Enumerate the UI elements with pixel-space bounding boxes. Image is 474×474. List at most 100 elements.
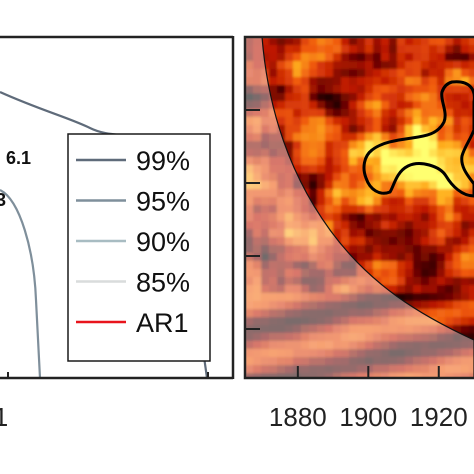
heatmap-cell [341, 77, 350, 86]
heatmap-cell [293, 357, 302, 366]
heatmap-cell [325, 61, 334, 70]
heatmap-cell [365, 309, 374, 318]
heatmap-cell [301, 181, 310, 190]
heatmap-cell [357, 229, 366, 238]
heatmap-cell [349, 365, 358, 374]
heatmap-cell [357, 301, 366, 310]
heatmap-cell [365, 101, 374, 110]
heatmap-cell [357, 285, 366, 294]
heatmap-cell [285, 229, 294, 238]
heatmap-cell [365, 221, 374, 230]
heatmap-cell [405, 213, 414, 222]
heatmap-cell [261, 317, 270, 326]
heatmap-cell [285, 277, 294, 286]
heatmap-cell [413, 245, 422, 254]
heatmap-cell [293, 125, 302, 134]
heatmap-cell [317, 221, 326, 230]
heatmap-cell [405, 173, 414, 182]
heatmap-cell [445, 133, 454, 142]
right-xtick-label: 1880 [269, 402, 327, 432]
heatmap-cell [325, 277, 334, 286]
heatmap-cell [269, 213, 278, 222]
heatmap-cell [341, 53, 350, 62]
heatmap-cell [453, 357, 462, 366]
heatmap-cell [389, 77, 398, 86]
heatmap-cell [405, 341, 414, 350]
heatmap-cell [245, 221, 254, 230]
heatmap-cell [309, 245, 318, 254]
heatmap-cell [341, 157, 350, 166]
heatmap-cell [373, 37, 382, 46]
heatmap-cell [293, 61, 302, 70]
heatmap-cell [253, 165, 262, 174]
heatmap-cell [381, 157, 390, 166]
heatmap-cell [285, 101, 294, 110]
heatmap-cell [285, 93, 294, 102]
heatmap-cell [333, 277, 342, 286]
heatmap-cell [437, 117, 446, 126]
heatmap-cell [461, 365, 470, 374]
heatmap-cell [445, 381, 454, 390]
heatmap-cell [445, 205, 454, 214]
heatmap-cell [333, 221, 342, 230]
cone-of-influence [245, 37, 474, 378]
heatmap-cell [317, 77, 326, 86]
heatmap-cell [333, 61, 342, 70]
heatmap-cell [341, 205, 350, 214]
heatmap-cell [397, 189, 406, 198]
heatmap-cell [301, 141, 310, 150]
heatmap-cell [437, 125, 446, 134]
heatmap-cell [373, 213, 382, 222]
heatmap-cell [317, 173, 326, 182]
heatmap-cell [333, 381, 342, 390]
heatmap-cell [397, 253, 406, 262]
heatmap-cell [333, 293, 342, 302]
heatmap-cell [365, 205, 374, 214]
heatmap-cell [293, 37, 302, 46]
heatmap-cell [437, 349, 446, 358]
heatmap-cell [357, 221, 366, 230]
heatmap-cell [301, 61, 310, 70]
heatmap-cell [469, 269, 474, 278]
heatmap-cell [445, 221, 454, 230]
heatmap-cell [325, 77, 334, 86]
heatmap-cell [333, 189, 342, 198]
heatmap-cell [245, 365, 254, 374]
heatmap-cell [285, 341, 294, 350]
heatmap-cell [261, 365, 270, 374]
heatmap-cell [381, 333, 390, 342]
heatmap-cell [365, 277, 374, 286]
heatmap-cell [333, 141, 342, 150]
heatmap-cell [277, 221, 286, 230]
heatmap-cell [453, 37, 462, 46]
heatmap-cell [309, 77, 318, 86]
heatmap-cell [349, 69, 358, 78]
heatmap-cell [309, 365, 318, 374]
heatmap-cell [349, 269, 358, 278]
heatmap-cell [285, 309, 294, 318]
heatmap-cell [421, 253, 430, 262]
legend-label: AR1 [136, 308, 189, 338]
heatmap-cell [437, 205, 446, 214]
heatmap-cell [397, 85, 406, 94]
heatmap-cell [445, 285, 454, 294]
heatmap-cell [317, 197, 326, 206]
heatmap-cell [381, 277, 390, 286]
heatmap-cell [469, 237, 474, 246]
heatmap-cell [285, 245, 294, 254]
heatmap-cell [437, 325, 446, 334]
heatmap-cell [421, 197, 430, 206]
heatmap-cell [469, 53, 474, 62]
heatmap-cell [405, 261, 414, 270]
heatmap-cell [261, 213, 270, 222]
heatmap-cell [293, 269, 302, 278]
heatmap-cell [453, 229, 462, 238]
heatmap-cell [389, 205, 398, 214]
heatmap-cell [461, 125, 470, 134]
heatmap-cell [277, 277, 286, 286]
heatmap-cell [429, 237, 438, 246]
heatmap-cell [261, 149, 270, 158]
heatmap-cell [365, 333, 374, 342]
heatmap-cell [245, 117, 254, 126]
heatmap-cell [453, 245, 462, 254]
